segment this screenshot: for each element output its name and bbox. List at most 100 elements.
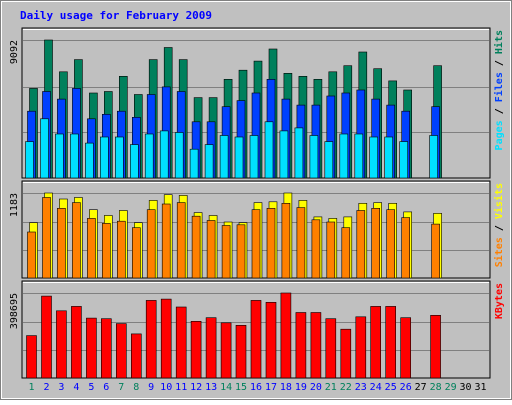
bar-pages-day-23 [354,133,364,179]
bar-pages-day-14 [219,135,229,179]
bar-pages-day-20 [309,135,319,179]
x-tick-day-30: 30 [459,382,471,393]
bar-pages-day-2 [40,118,49,179]
x-tick-day-26: 26 [400,382,412,393]
bar-kbytes-day-21 [325,318,337,379]
x-tick-day-19: 19 [295,382,307,393]
bar-sites-day-2 [42,197,51,279]
x-tick-day-13: 13 [205,382,217,393]
x-tick-day-27: 27 [415,382,427,393]
bar-kbytes-day-24 [370,306,382,379]
x-tick-day-6: 6 [103,382,109,393]
bar-pages-day-4 [70,133,79,179]
x-tick-day-9: 9 [148,382,154,393]
bar-pages-day-13 [204,144,214,179]
legend-entry-hits: Hits [493,30,505,54]
bar-kbytes-day-15 [235,324,247,379]
x-tick-day-4: 4 [73,382,79,393]
bar-pages-day-9 [144,133,154,179]
chart-title: Daily usage for February 2009 [20,9,212,22]
outer-bevel-light [1,1,511,399]
bar-pages-day-12 [189,148,199,179]
x-tick-day-8: 8 [133,382,139,393]
x-tick-day-23: 23 [355,382,367,393]
bar-kbytes-day-3 [56,310,67,379]
x-tick-day-7: 7 [118,382,124,393]
bar-pages-day-1 [25,141,34,179]
bar-kbytes-day-14 [220,322,232,379]
x-tick-day-17: 17 [265,382,277,393]
bar-kbytes-day-12 [190,320,202,379]
bar-pages-day-24 [369,136,379,179]
panel-kbytes: 398695 KBytes [9,280,505,379]
x-tick-day-12: 12 [190,382,202,393]
bar-pages-day-7 [115,136,124,179]
panel-hits-files-pages: 9092 Pages / Files / Hits [9,27,505,179]
panel-ymax-label: 1183 [9,193,20,217]
bar-kbytes-day-25 [385,306,397,379]
bar-sites-day-19 [296,207,306,279]
bar-pages-day-21 [324,141,334,179]
bar-pages-day-3 [55,133,64,179]
bar-sites-day-6 [102,223,111,279]
bar-kbytes-day-4 [71,306,82,379]
bar-kbytes-day-17 [265,301,277,379]
x-tick-day-28: 28 [430,382,442,393]
bar-pages-day-15 [234,136,244,179]
bar-kbytes-day-9 [145,300,157,379]
legend-entry-visits: Visits [493,183,505,219]
chart-panels: 9092 Pages / Files / Hits 1183 Sites / Visi… [9,27,505,379]
x-tick-day-14: 14 [220,382,232,393]
bar-sites-day-22 [341,227,351,279]
x-tick-day-15: 15 [235,382,247,393]
bar-sites-day-20 [311,219,321,279]
bar-sites-day-3 [57,208,66,279]
bar-sites-day-8 [132,227,141,279]
series-kbytes [26,292,441,379]
bar-kbytes-day-18 [280,292,292,379]
x-tick-day-20: 20 [310,382,322,393]
x-tick-day-5: 5 [88,382,94,393]
x-tick-day-16: 16 [250,382,262,393]
bar-sites-day-23 [356,210,366,279]
series-sites [27,197,440,279]
x-tick-day-18: 18 [280,382,292,393]
x-tick-day-25: 25 [385,382,397,393]
bar-pages-day-28 [429,135,438,179]
bar-pages-day-18 [279,130,289,179]
bar-sites-day-18 [281,203,291,279]
bar-sites-day-10 [161,203,171,279]
bar-sites-day-16 [251,209,261,279]
x-tick-day-29: 29 [445,382,457,393]
bar-kbytes-day-2 [41,295,52,379]
bar-kbytes-day-10 [160,298,172,379]
panel-legend: KBytes [494,283,505,319]
bar-kbytes-day-26 [400,317,412,379]
bar-sites-day-15 [236,224,246,279]
bar-sites-day-21 [326,221,336,279]
bar-kbytes-day-1 [26,335,37,379]
bar-sites-day-1 [27,231,36,279]
bar-pages-day-8 [130,144,139,179]
bar-pages-day-22 [339,133,349,179]
x-tick-day-24: 24 [370,382,382,393]
bar-pages-day-11 [174,132,184,179]
x-axis-day-labels: 1 2 3 4 5 6 7 8 9 10 11 12 13 14 15 16 17 18 19 20 21 22 23 24 2… [28,382,486,393]
bar-kbytes-day-11 [175,306,187,379]
panel-ymax-label: 9092 [9,40,20,64]
bar-pages-day-26 [399,141,409,179]
bar-sites-day-5 [87,218,96,279]
legend-entry-kbytes: KBytes [494,283,505,319]
bar-pages-day-5 [85,142,94,179]
x-tick-day-1: 1 [28,382,34,393]
panel-legend: Pages / Files / Hits [493,30,505,150]
bar-pages-day-10 [159,130,169,179]
x-tick-day-3: 3 [58,382,64,393]
bar-sites-day-4 [72,202,81,279]
bar-sites-day-17 [266,208,276,279]
bar-pages-day-25 [384,136,394,179]
bar-pages-day-16 [249,135,259,179]
legend-separator: / [494,102,505,120]
bar-sites-day-28 [431,223,440,279]
bar-sites-day-24 [371,208,381,279]
